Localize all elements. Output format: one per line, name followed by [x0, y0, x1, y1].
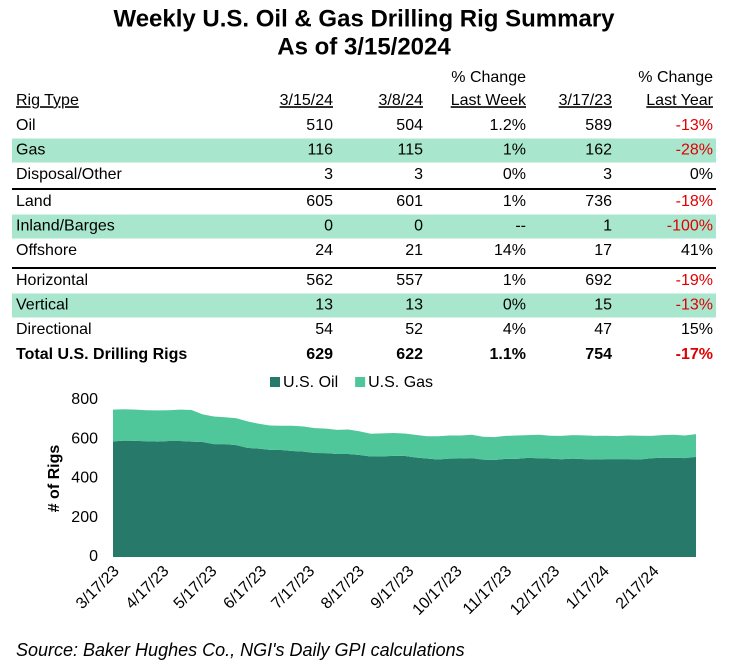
- table-cell: 0%: [503, 166, 526, 183]
- table-cell: 0%: [503, 297, 526, 314]
- x-tick-label: 11/17/23: [460, 563, 515, 618]
- x-tick-label: 3/17/23: [73, 563, 123, 613]
- table-cell: 622: [396, 346, 423, 363]
- table-cell: 1: [603, 218, 612, 235]
- table-cell: 754: [585, 346, 612, 363]
- row-highlight: [12, 138, 716, 163]
- area: [113, 409, 696, 461]
- x-tick-label: 4/17/23: [123, 563, 173, 613]
- table-cell: 24: [315, 242, 333, 259]
- column-header: Last Year: [646, 92, 713, 109]
- title: As of 3/15/2024: [277, 33, 451, 60]
- y-tick-label: 600: [71, 430, 98, 447]
- table-cell: 736: [585, 193, 612, 210]
- legend-swatch: [270, 377, 280, 387]
- table-cell: Inland/Barges: [16, 218, 115, 235]
- row-highlight: [12, 214, 716, 239]
- column-header: 3/17/23: [559, 92, 612, 109]
- table-cell: -19%: [676, 272, 713, 289]
- table-cell: 589: [585, 117, 612, 134]
- table-cell: -18%: [676, 193, 713, 210]
- row-highlight: [12, 293, 716, 318]
- table-cell: Directional: [16, 321, 92, 338]
- table-cell: 1.1%: [490, 346, 526, 363]
- table-cell: 115: [397, 142, 423, 159]
- table-cell: 601: [396, 193, 423, 210]
- table-cell: 3: [414, 166, 423, 183]
- table-cell: 4%: [503, 321, 526, 338]
- x-tick-label: 2/17/24: [613, 563, 663, 613]
- table-cell: 605: [306, 193, 333, 210]
- table-cell: 54: [315, 321, 333, 338]
- y-tick-label: 800: [71, 391, 98, 408]
- column-header: 3/15/24: [280, 92, 333, 109]
- x-tick-label: 8/17/23: [318, 563, 368, 613]
- table-cell: Horizontal: [16, 272, 88, 289]
- table-cell: 15: [594, 297, 612, 314]
- table-cell: 13: [315, 297, 333, 314]
- x-tick-label: 5/17/23: [171, 563, 221, 613]
- table-cell: 17: [594, 242, 612, 259]
- x-tick-label: 1/17/24: [563, 563, 613, 613]
- table-cell: 1.2%: [490, 117, 526, 134]
- column-header: % Change: [451, 69, 526, 86]
- table-cell: 510: [306, 117, 333, 134]
- table-cell: 47: [594, 321, 612, 338]
- table-cell: 0: [414, 218, 423, 235]
- column-header: 3/8/24: [379, 92, 424, 109]
- table-cell: 692: [585, 272, 612, 289]
- table-cell: -13%: [676, 297, 713, 314]
- y-axis-label: # of Rigs: [46, 445, 63, 513]
- column-header: Last Week: [451, 92, 527, 109]
- table-cell: Land: [16, 193, 52, 210]
- table-cell: 0: [324, 218, 333, 235]
- table-cell: 15%: [681, 321, 713, 338]
- title: Weekly U.S. Oil & Gas Drilling Rig Summa…: [113, 5, 615, 32]
- area: [113, 440, 696, 557]
- table-cell: 41%: [681, 242, 713, 259]
- table-cell: 1%: [503, 142, 526, 159]
- y-tick-label: 200: [71, 509, 98, 526]
- legend-label: U.S. Gas: [368, 374, 433, 391]
- column-header: Rig Type: [16, 92, 79, 109]
- table-cell: Offshore: [16, 242, 77, 259]
- table-cell: Total U.S. Drilling Rigs: [16, 346, 187, 363]
- table-cell: 52: [405, 321, 423, 338]
- y-tick-label: 400: [71, 470, 98, 487]
- table-cell: 504: [396, 117, 423, 134]
- table-cell: 557: [396, 272, 423, 289]
- legend-swatch: [355, 377, 366, 387]
- table-cell: 0%: [690, 166, 713, 183]
- table-cell: Disposal/Other: [16, 166, 122, 183]
- table-cell: 21: [405, 242, 423, 259]
- x-tick-label: 12/17/23: [507, 563, 563, 619]
- table-cell: Oil: [16, 117, 36, 134]
- table-cell: -28%: [676, 142, 713, 159]
- table-cell: 3: [603, 166, 612, 183]
- table-cell: -13%: [676, 117, 713, 134]
- table-cell: 162: [585, 142, 612, 159]
- legend-label: U.S. Oil: [283, 374, 338, 391]
- table-cell: 3: [324, 166, 333, 183]
- table-cell: 562: [306, 272, 333, 289]
- table-cell: Gas: [16, 142, 45, 159]
- table-cell: 14%: [494, 242, 526, 259]
- x-tick-label: 10/17/23: [410, 563, 466, 619]
- table-cell: -100%: [667, 218, 713, 235]
- column-header: % Change: [638, 69, 713, 86]
- table-cell: 1%: [503, 272, 526, 289]
- table-cell: -17%: [676, 346, 713, 363]
- x-tick-label: 7/17/23: [268, 563, 318, 613]
- source: Source: Baker Hughes Co., NGI's Daily GP…: [16, 640, 465, 660]
- table-cell: --: [515, 218, 526, 235]
- table-cell: 1%: [503, 193, 526, 210]
- x-tick-label: 6/17/23: [220, 563, 270, 613]
- table-cell: 13: [405, 297, 423, 314]
- table-cell: Vertical: [16, 297, 68, 314]
- table-cell: 116: [307, 142, 333, 159]
- y-tick-label: 0: [89, 548, 98, 565]
- table-cell: 629: [306, 346, 333, 363]
